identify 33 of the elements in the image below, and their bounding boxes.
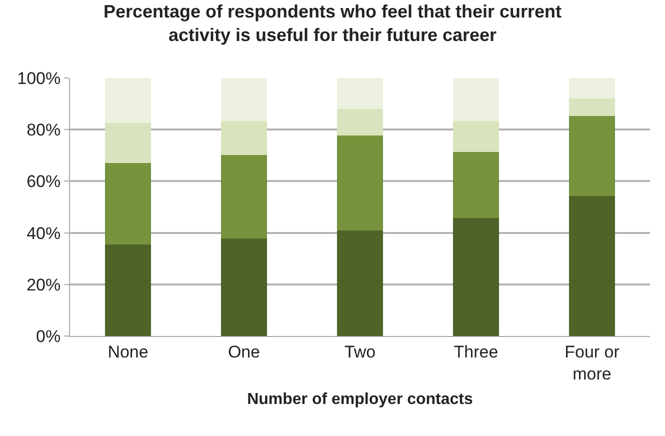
bar — [452, 78, 500, 121]
x-tick-label: None — [108, 342, 148, 362]
bar — [452, 152, 500, 218]
x-tick-label: Four or more — [564, 342, 620, 384]
x-tick-label: Two — [344, 342, 376, 362]
bar — [568, 196, 616, 336]
bar — [336, 109, 384, 136]
bar — [220, 78, 268, 121]
chart-title: Percentage of respondents who feel that their current activity is useful for their future career — [103, 1, 562, 45]
x-tick-label: Three — [454, 342, 498, 362]
x-tick-label: One — [228, 342, 260, 362]
bar — [336, 136, 384, 230]
bar — [104, 78, 152, 123]
bar — [568, 98, 616, 116]
bar — [104, 122, 152, 164]
y-tick-label: 20% — [26, 275, 61, 294]
bar — [220, 238, 268, 336]
x-axis-title: Number of employer contacts — [247, 391, 474, 408]
bar — [336, 78, 384, 110]
bar — [568, 116, 616, 196]
y-tick-label: 80% — [26, 120, 61, 140]
y-tick-label: 60% — [26, 172, 61, 192]
bar — [452, 218, 500, 336]
bar — [104, 244, 152, 336]
y-tick-label: 40% — [26, 224, 61, 243]
y-tick-label: 0% — [36, 326, 61, 346]
bar — [336, 230, 384, 336]
y-tick-label: 100% — [17, 68, 61, 88]
bar — [452, 120, 500, 152]
bar — [568, 78, 616, 98]
bar — [220, 120, 268, 156]
bar — [104, 163, 152, 244]
bar — [220, 155, 268, 239]
